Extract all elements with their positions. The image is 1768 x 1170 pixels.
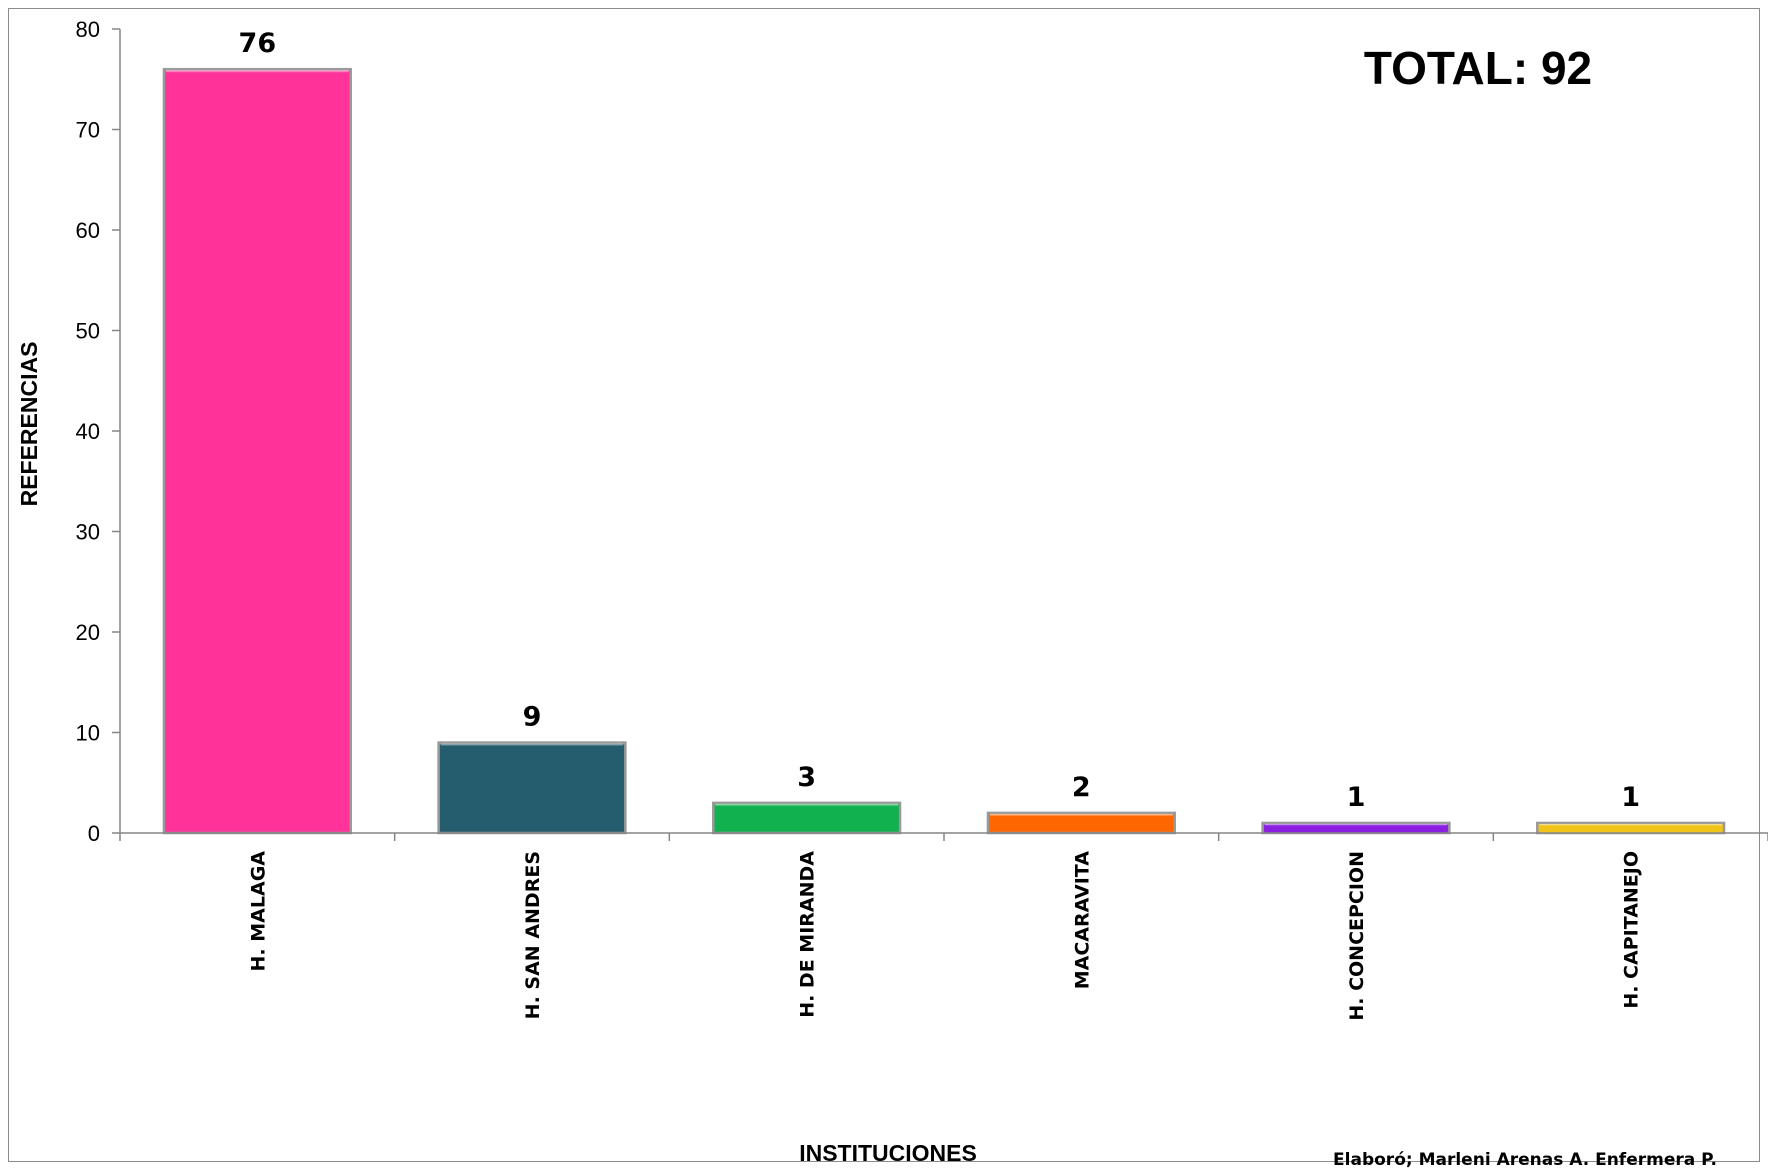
data-label: 1 (1621, 782, 1640, 813)
bar-highlight (165, 70, 349, 83)
category-label: H. CAPITANEJO (1621, 851, 1643, 1009)
y-tick-label: 60 (76, 218, 100, 243)
bar-highlight (440, 743, 624, 756)
bar (162, 67, 352, 835)
data-label: 2 (1072, 772, 1091, 803)
data-label: 9 (523, 702, 542, 733)
x-axis-title: INSTITUCIONES (799, 1140, 977, 1166)
data-labels: 76 9 3 2 1 1 (239, 28, 1641, 813)
y-tick-label: 40 (76, 419, 100, 444)
category-label: H. SAN ANDRES (522, 851, 544, 1019)
bar-body (162, 67, 352, 835)
credit-annotation: Elaboró; Marleni Arenas A. Enfermera P. (1333, 1150, 1717, 1170)
y-tick-label: 20 (76, 620, 100, 645)
data-label: 76 (239, 28, 277, 59)
y-tick-label: 80 (76, 17, 100, 42)
total-annotation: TOTAL: 92 (1364, 42, 1592, 94)
bar (712, 801, 902, 835)
bar (986, 811, 1176, 835)
bars (162, 67, 1726, 835)
bar-highlight (715, 803, 899, 816)
y-axis-ticks: 0 10 20 30 40 50 60 70 80 (76, 17, 120, 846)
category-label: H. MALAGA (247, 851, 269, 972)
y-tick-label: 10 (76, 721, 100, 746)
bar (437, 741, 627, 835)
bar-highlight (989, 813, 1173, 826)
bar (1261, 821, 1451, 835)
data-label: 3 (797, 762, 816, 793)
bar (1536, 821, 1726, 835)
bar-highlight (1539, 823, 1723, 833)
y-tick-label: 0 (88, 821, 100, 846)
category-labels: H. MALAGA H. SAN ANDRES H. DE MIRANDA MACAR… (247, 851, 1642, 1021)
y-tick-label: 50 (76, 319, 100, 344)
bar-highlight (1264, 823, 1448, 833)
x-axis-ticks (119, 833, 1768, 841)
category-label: H. CONCEPCION (1346, 851, 1368, 1021)
y-axis-title: REFERENCIAS (16, 342, 42, 507)
data-label: 1 (1347, 782, 1366, 813)
y-tick-label: 70 (76, 118, 100, 143)
category-label: MACARAVITA (1071, 851, 1093, 990)
bar-body (437, 741, 627, 835)
y-tick-label: 30 (76, 520, 100, 545)
category-label: H. DE MIRANDA (797, 851, 819, 1018)
